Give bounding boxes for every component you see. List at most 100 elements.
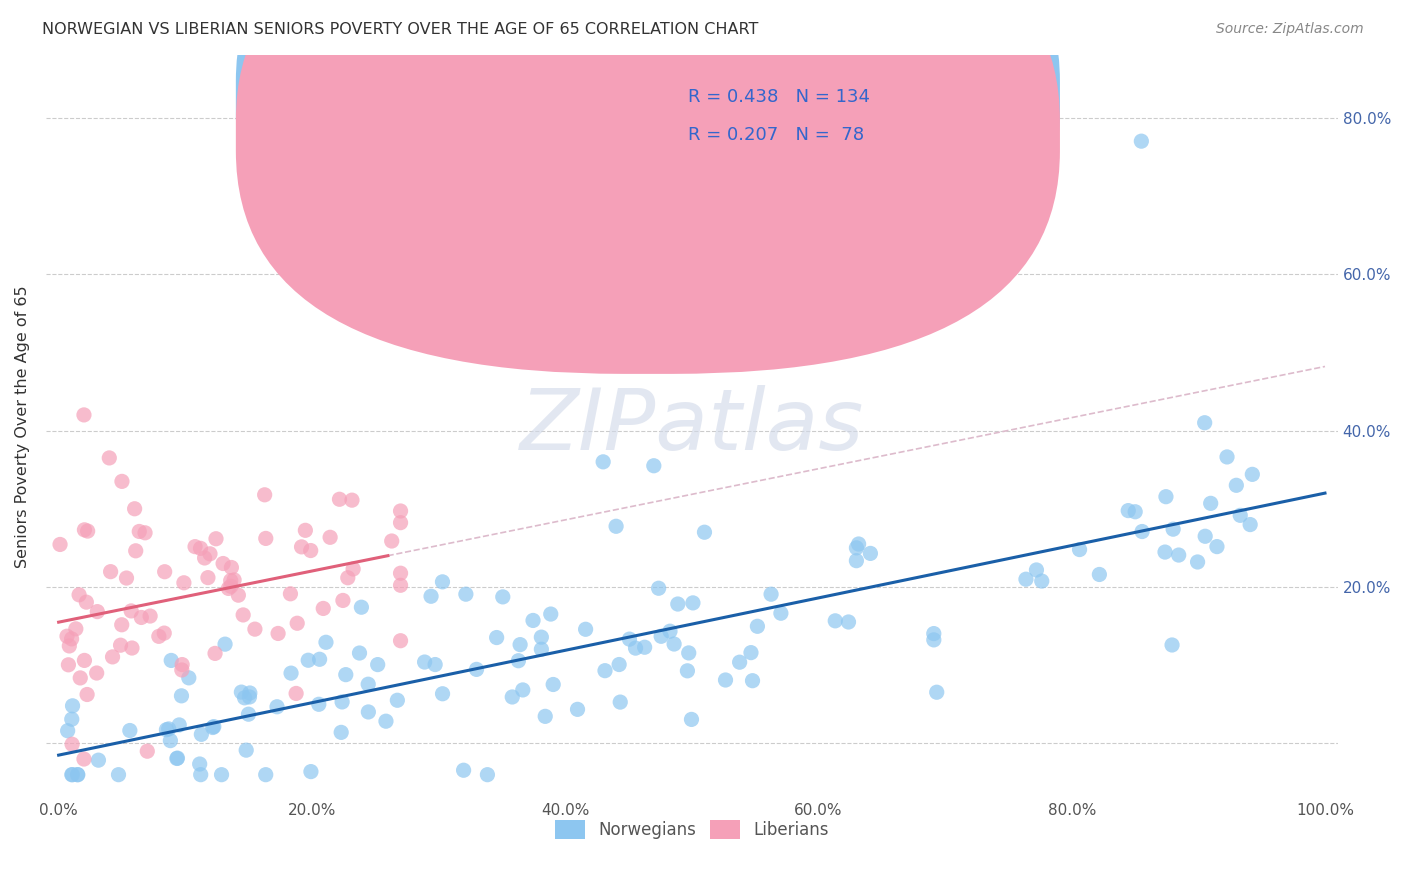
Point (280, 666, 302, 681)
Point (299, 543, 322, 558)
Point (228, 588, 250, 602)
Point (1229, 508, 1251, 523)
Point (925, 685, 948, 699)
Point (508, 654, 530, 668)
Point (389, 504, 412, 518)
Point (308, 652, 330, 666)
Point (266, 699, 288, 714)
Point (60, 767, 83, 781)
Point (86, 666, 108, 681)
Text: R = 0.207   N =  78: R = 0.207 N = 78 (688, 127, 865, 145)
Point (477, 767, 499, 781)
Point (1015, 572, 1038, 586)
Point (509, 638, 531, 652)
Point (845, 554, 868, 568)
Point (593, 664, 616, 678)
Point (110, 638, 132, 652)
Point (375, 714, 398, 729)
Point (922, 632, 945, 647)
Point (357, 677, 380, 691)
Point (73, 408, 96, 422)
Point (166, 751, 188, 765)
Point (682, 596, 704, 610)
Point (650, 629, 672, 643)
Point (173, 575, 195, 590)
Point (294, 524, 316, 538)
Point (172, 657, 194, 672)
Point (170, 663, 193, 677)
Point (232, 607, 254, 622)
Point (312, 601, 335, 615)
Point (254, 532, 277, 546)
Point (741, 673, 763, 688)
Point (423, 657, 446, 672)
Point (328, 492, 350, 507)
Point (454, 587, 477, 601)
Point (1025, 563, 1047, 577)
Text: R = 0.438   N = 134: R = 0.438 N = 134 (688, 87, 870, 106)
Point (217, 582, 239, 596)
Point (330, 695, 353, 709)
Point (605, 519, 627, 533)
Point (666, 597, 689, 611)
Point (776, 247, 799, 261)
FancyBboxPatch shape (236, 0, 1060, 374)
Point (807, 240, 830, 254)
Point (681, 713, 703, 727)
Point (120, 604, 142, 618)
Point (342, 562, 364, 576)
Point (111, 475, 134, 489)
Point (188, 757, 211, 772)
Point (541, 677, 564, 691)
Point (1225, 478, 1247, 492)
Point (512, 682, 534, 697)
Point (121, 640, 143, 655)
Point (1088, 567, 1111, 582)
Point (332, 593, 354, 607)
Point (714, 673, 737, 687)
Point (485, 631, 508, 645)
Point (609, 695, 631, 709)
Point (238, 690, 260, 704)
Point (290, 540, 312, 554)
Point (87, 753, 110, 767)
Point (159, 733, 181, 747)
Point (190, 541, 212, 556)
Point (58, 657, 80, 672)
Point (128, 524, 150, 539)
Point (235, 743, 257, 757)
Point (389, 566, 412, 581)
Point (56, 629, 79, 643)
Point (769, 606, 792, 620)
Point (530, 642, 553, 657)
Point (101, 649, 124, 664)
Point (1154, 490, 1177, 504)
Point (567, 702, 589, 716)
Point (534, 709, 557, 723)
Point (413, 655, 436, 669)
Point (73, 523, 96, 537)
Point (98, 450, 121, 465)
Point (131, 610, 153, 624)
Point (166, 751, 188, 765)
Point (575, 622, 598, 636)
Point (297, 653, 319, 667)
Point (205, 532, 228, 546)
Point (60, 712, 83, 726)
Point (66, 767, 89, 781)
Point (190, 727, 212, 741)
Point (633, 640, 655, 655)
Point (233, 690, 256, 705)
Point (212, 557, 235, 571)
Point (1206, 540, 1229, 554)
Point (167, 718, 190, 732)
Point (219, 579, 242, 593)
Point (389, 633, 412, 648)
Point (148, 629, 170, 643)
Point (153, 565, 176, 579)
Point (239, 686, 262, 700)
Point (845, 541, 868, 555)
Point (330, 725, 353, 739)
Point (1199, 496, 1222, 510)
Point (647, 581, 669, 595)
